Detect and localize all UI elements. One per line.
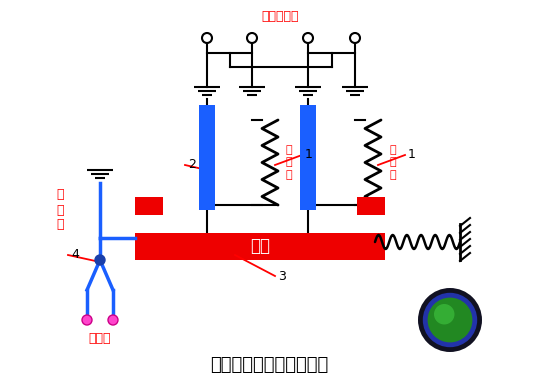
- Text: 1: 1: [305, 149, 313, 162]
- Circle shape: [82, 315, 92, 325]
- Bar: [135, 233, 385, 260]
- Text: 1: 1: [408, 149, 416, 162]
- Text: 导板: 导板: [250, 238, 270, 255]
- Bar: [300, 105, 316, 210]
- Text: 接电机定子: 接电机定子: [262, 10, 299, 22]
- Text: 3: 3: [278, 269, 286, 282]
- Text: 热
元
件: 热 元 件: [286, 145, 293, 180]
- Circle shape: [427, 298, 472, 342]
- Circle shape: [434, 304, 454, 325]
- Text: 热继电器工作原理示意图: 热继电器工作原理示意图: [210, 356, 329, 374]
- Bar: [357, 197, 385, 215]
- Text: 热
元
件: 热 元 件: [389, 145, 396, 180]
- Text: 接电机: 接电机: [89, 331, 111, 345]
- Bar: [199, 105, 215, 210]
- Circle shape: [418, 288, 482, 352]
- Text: 4: 4: [71, 249, 79, 261]
- Circle shape: [95, 255, 105, 265]
- Text: 2: 2: [188, 158, 196, 171]
- Bar: [135, 197, 163, 215]
- Circle shape: [108, 315, 118, 325]
- Text: 接
电
源: 接 电 源: [56, 188, 64, 231]
- Circle shape: [423, 293, 477, 347]
